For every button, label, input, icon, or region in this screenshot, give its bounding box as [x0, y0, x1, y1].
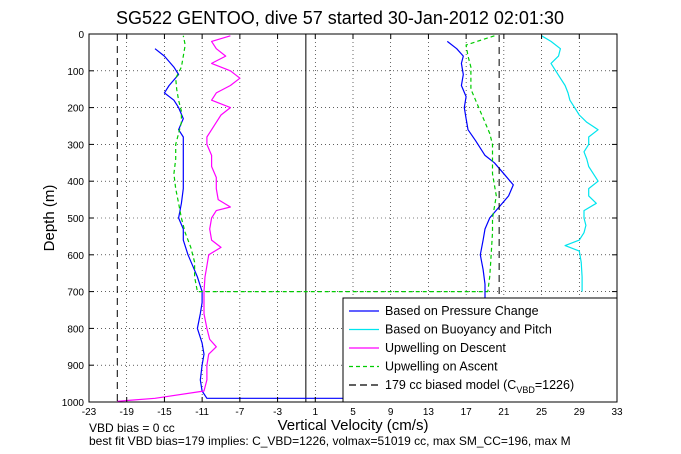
- y-axis-label: Depth (m): [41, 185, 58, 252]
- x-tick-label: 29: [574, 407, 586, 418]
- legend-box: [342, 297, 618, 403]
- x-tick-label: -23: [82, 407, 97, 418]
- vbd-bias-note: VBD bias = 0 cc: [89, 421, 175, 435]
- legend: Based on Pressure Change Based on Buoyanc…: [342, 297, 618, 403]
- y-tick-label: 500: [67, 214, 84, 225]
- chart-title: SG522 GENTOO, dive 57 started 30-Jan-201…: [116, 8, 564, 28]
- x-tick-label: -11: [195, 407, 209, 418]
- y-tick-label: 600: [67, 251, 84, 262]
- x-tick-label: 33: [611, 407, 623, 418]
- series-layer: [116, 34, 599, 402]
- x-tick-label: 1: [313, 407, 319, 418]
- x-tick-label: -3: [273, 407, 282, 418]
- x-tick-label: -7: [235, 407, 244, 418]
- x-tick-label: 25: [536, 407, 548, 418]
- series-upwelling-on-descent: [117, 35, 241, 402]
- y-tick-label: 700: [67, 288, 84, 299]
- legend-label: Upwelling on Descent: [385, 341, 506, 355]
- x-axis-label: Vertical Velocity (cm/s): [278, 417, 429, 434]
- y-tick-label: 0: [78, 30, 84, 41]
- series-based-on-pressure-change: [154, 40, 514, 399]
- legend-label: Based on Pressure Change: [385, 304, 539, 318]
- best-fit-note: best fit VBD bias=179 implies: C_VBD=122…: [89, 434, 571, 448]
- x-tick-label: 17: [461, 407, 473, 418]
- x-tick-label: -19: [119, 407, 134, 418]
- y-tick-label: 800: [67, 324, 84, 335]
- y-tick-label: 100: [67, 67, 84, 78]
- legend-label: Upwelling on Ascent: [385, 360, 498, 374]
- axis-ticks: -23 -19 -15 -11 -7 -3 1 5 9 13 17 21 25 29 33 0 100 200 30…: [62, 30, 623, 418]
- x-tick-label: 9: [388, 407, 394, 418]
- y-tick-label: 1000: [62, 398, 85, 409]
- y-tick-label: 400: [67, 177, 84, 188]
- y-tick-label: 900: [67, 361, 84, 372]
- x-tick-label: 13: [423, 407, 435, 418]
- x-tick-label: -15: [157, 407, 172, 418]
- legend-label: Based on Buoyancy and Pitch: [385, 323, 552, 337]
- x-tick-label: 5: [350, 407, 356, 418]
- series-upwelling-on-ascent: [173, 35, 497, 293]
- y-tick-label: 300: [67, 140, 84, 151]
- series-based-on-buoyancy-and-pitch: [541, 35, 599, 292]
- y-tick-label: 200: [67, 104, 84, 115]
- legend-label: 179 cc biased model (CVBD=1226): [385, 378, 574, 395]
- x-tick-label: 21: [498, 407, 510, 418]
